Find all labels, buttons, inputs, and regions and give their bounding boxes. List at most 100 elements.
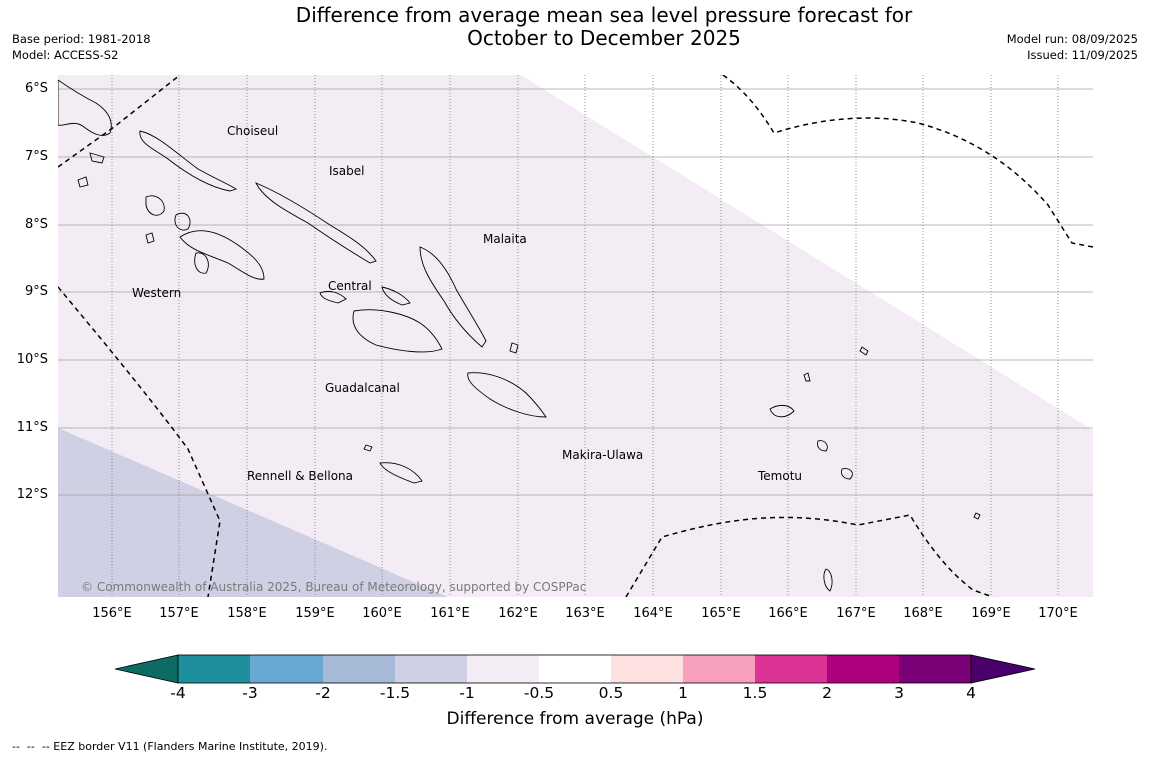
- colorbar: [114, 654, 1036, 684]
- latitude-gridlines: [58, 88, 1093, 496]
- colorbar-bin-minus1-minus0-5: [467, 655, 539, 683]
- island-santa-cruz: [769, 404, 795, 418]
- colorbar-tick-3: 3: [894, 684, 904, 702]
- eez-borders: [58, 75, 1093, 597]
- lon-label-169e: 169°E: [971, 606, 1011, 621]
- base-period: Base period: 1981-2018: [12, 32, 151, 46]
- island-buka-tip: [89, 152, 105, 164]
- lat-label-9s: 9°S: [24, 284, 48, 299]
- place-isabel: Isabel: [329, 164, 365, 178]
- colorbar-tick-0-5: 0.5: [598, 684, 624, 702]
- island-santa-isabel-tip: [145, 232, 155, 244]
- colorbar-bin-3-4: [899, 655, 971, 683]
- islands: [58, 79, 981, 592]
- meta-left: Base period: 1981-2018 Model: ACCESS-S2: [12, 31, 151, 63]
- title-line-2: October to December 2025: [467, 26, 741, 50]
- lon-label-158e: 158°E: [227, 606, 267, 621]
- island-rendova: [194, 252, 209, 274]
- place-guadalcanal: Guadalcanal: [325, 381, 400, 395]
- map-svg: [58, 75, 1093, 597]
- island-bougainville: [58, 79, 112, 136]
- colorbar-tick-minus1: -1: [459, 684, 475, 702]
- lon-label-168e: 168°E: [903, 606, 943, 621]
- colorbar-extend-high: [970, 654, 1036, 684]
- colorbar-tick-4: 4: [966, 684, 976, 702]
- lon-label-164e: 164°E: [633, 606, 673, 621]
- colorbar-bin-minus4-minus3: [178, 655, 250, 683]
- lon-label-159e: 159°E: [295, 606, 335, 621]
- meta-right: Model run: 08/09/2025 Issued: 11/09/2025: [1007, 31, 1138, 63]
- chart-title: Difference from average mean sea level p…: [0, 4, 1150, 50]
- eez-southeast: [625, 514, 994, 597]
- colorbar-tick-minus4: -4: [170, 684, 186, 702]
- lat-label-6s: 6°S: [24, 81, 48, 96]
- region-minus1-5-to-minus1: [58, 428, 448, 597]
- island-duff: [803, 372, 811, 382]
- colorbar-tick-2: 2: [822, 684, 832, 702]
- copyright-text: © Commonwealth of Australia 2025, Bureau…: [81, 580, 587, 594]
- place-malaita: Malaita: [483, 232, 527, 246]
- place-rennell-bellona: Rennell & Bellona: [247, 469, 354, 483]
- island-bellona: [363, 444, 373, 452]
- colorbar-bin-minus3-minus2: [250, 655, 323, 683]
- island-rennell: [379, 462, 423, 484]
- island-malaita: [419, 246, 487, 348]
- island-new-georgia: [179, 230, 265, 280]
- eez-footnote: -- -- -- EEZ border V11 (Flanders Marine…: [12, 740, 328, 753]
- place-choiseul: Choiseul: [227, 124, 279, 138]
- place-western: Western: [132, 286, 182, 300]
- lon-label-170e: 170°E: [1038, 606, 1078, 621]
- lat-label-12s: 12°S: [16, 487, 48, 502]
- lon-label-162e: 162°E: [498, 606, 538, 621]
- colorbar-bin-0-5-1: [611, 655, 683, 683]
- island-utupua: [817, 440, 828, 452]
- lon-label-165e: 165°E: [701, 606, 741, 621]
- island-choiseul: [139, 130, 238, 192]
- issued-date: Issued: 11/09/2025: [1027, 48, 1138, 62]
- colorbar-bin-minus2-minus1-5: [323, 655, 395, 683]
- lat-label-11s: 11°S: [16, 420, 48, 435]
- eez-northeast: [722, 75, 1093, 248]
- lat-label-8s: 8°S: [24, 217, 48, 232]
- island-ulawa: [509, 342, 519, 354]
- colorbar-bin-neutral: [539, 655, 611, 683]
- region-neutral: [521, 75, 1093, 430]
- island-vella-lavella: [145, 195, 165, 216]
- lon-label-156e: 156°E: [92, 606, 132, 621]
- colorbar-tick-1: 1: [678, 684, 688, 702]
- colorbar-tick-minus3: -3: [242, 684, 258, 702]
- colorbar-bin-1-5-2: [755, 655, 827, 683]
- map-area[interactable]: [58, 75, 1093, 597]
- island-reef: [859, 346, 869, 356]
- place-makira-ulawa: Makira-Ulawa: [562, 448, 644, 462]
- lon-label-161e: 161°E: [430, 606, 470, 621]
- lon-label-157e: 157°E: [159, 606, 199, 621]
- colorbar-bin-2-3: [827, 655, 899, 683]
- colorbar-frame: [177, 654, 972, 684]
- lon-label-167e: 167°E: [836, 606, 876, 621]
- lat-label-10s: 10°S: [16, 352, 48, 367]
- colorbar-tick-minus2: -2: [315, 684, 331, 702]
- colorbar-bin-minus1-5-minus1: [395, 655, 467, 683]
- colorbar-extend-low: [114, 654, 179, 684]
- model-name: Model: ACCESS-S2: [12, 48, 119, 62]
- colorbar-bin-1-1-5: [683, 655, 755, 683]
- eez-west: [58, 286, 221, 597]
- island-vanikoro: [841, 468, 853, 480]
- lon-label-166e: 166°E: [768, 606, 808, 621]
- colorbar-label: Difference from average (hPa): [446, 709, 704, 729]
- island-isabel: [255, 182, 377, 264]
- island-kolombangara: [174, 212, 191, 231]
- island-guadalcanal: [352, 309, 443, 353]
- lon-label-160e: 160°E: [362, 606, 402, 621]
- island-anuta: [823, 568, 833, 592]
- island-nggela: [319, 290, 347, 304]
- model-run: Model run: 08/09/2025: [1006, 32, 1138, 46]
- place-central: Central: [328, 279, 372, 293]
- island-russell: [381, 286, 411, 306]
- colorbar-tick-1-5: 1.5: [742, 684, 768, 702]
- lat-label-7s: 7°S: [24, 149, 48, 164]
- lon-label-163e: 163°E: [565, 606, 605, 621]
- island-shortland: [77, 176, 89, 188]
- title-line-1: Difference from average mean sea level p…: [295, 3, 913, 27]
